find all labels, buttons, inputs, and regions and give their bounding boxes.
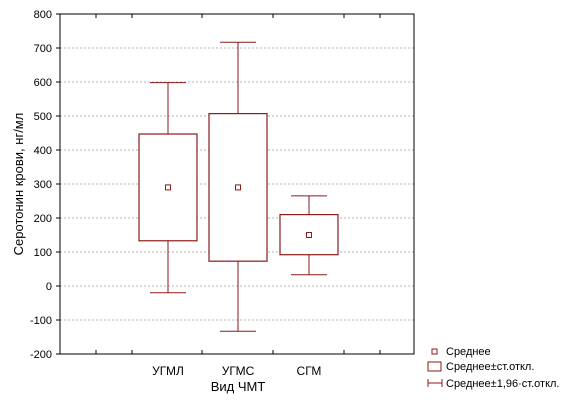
mean-marker [165,184,171,191]
y-tick-label: 800 [34,9,52,21]
y-tick-label: -100 [30,315,52,327]
box-group-1 [208,41,268,332]
legend-mean-marker [431,348,438,355]
y-tick-label: 700 [34,43,52,55]
mean-marker [235,184,241,191]
x-tick-label: СГМ [297,364,322,378]
x-tick-label: УГМЛ [152,364,184,378]
mean-marker [306,232,312,238]
x-axis-tick-labels: УГМЛ УГМС СГМ [152,364,321,378]
y-axis-label: Серотонин крови, нг/мл [11,113,26,256]
box-group-2 [279,195,339,276]
legend-item-sd: Среднее±ст.откл. [427,361,534,373]
legend-box-marker [427,361,442,372]
legend-196sd-label: Среднее±1,96·ст.откл. [446,378,559,390]
y-axis-ticks: -200 -100 0 100 200 300 400 500 600 700 800 [30,9,60,361]
x-axis-label: Вид ЧМТ [211,379,266,394]
y-tick-label: 300 [34,179,52,191]
legend-mean-label: Среднее [446,346,491,358]
y-tick-label: 400 [34,145,52,157]
legend-item-196sd: Среднее±1,96·ст.откл. [427,378,559,390]
y-tick-label: 100 [34,247,52,259]
y-tick-label: 500 [34,111,52,123]
legend-sd-label: Среднее±ст.откл. [446,361,534,373]
x-minor-ticks [95,14,381,354]
y-tick-label: -200 [30,349,52,361]
legend: Среднее Среднее±ст.откл. Среднее±1,96·ст… [427,346,559,390]
legend-whisker-marker [427,379,443,387]
sd-box [208,113,268,262]
sd-box [279,214,339,256]
boxes [138,41,339,332]
x-tick-label: УГМС [222,364,255,378]
y-tick-label: 600 [34,77,52,89]
legend-item-mean: Среднее [431,346,491,358]
y-tick-label: 200 [34,213,52,225]
y-tick-label: 0 [46,281,52,293]
box-group-0 [138,82,198,294]
sd-box [138,133,198,242]
